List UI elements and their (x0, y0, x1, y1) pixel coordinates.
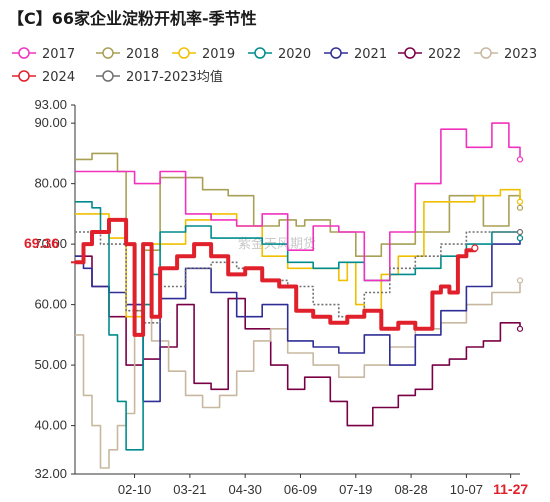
y-tick-label: 80.00 (34, 176, 67, 191)
x-axis-ticks: 02-10 03-21 04-30 06-09 07-19 08-28 10-07 11-27 (118, 474, 528, 497)
legend-label: 2018 (126, 47, 159, 62)
legend-label: 2021 (354, 47, 387, 62)
legend-item-avg[interactable]: 2017-2023均值 (96, 69, 223, 85)
legend-item-2020[interactable]: 2020 (248, 47, 311, 62)
series-group (71, 122, 524, 469)
legend-label: 2023 (504, 47, 537, 62)
series-end-marker-2023 (516, 277, 524, 284)
legend-label: 2022 (428, 47, 461, 62)
legend-item-2024[interactable]: 2024 (12, 70, 75, 85)
x-tick-label: 06-09 (284, 482, 317, 497)
legend-swatch-marker (480, 47, 492, 59)
series-end-marker-2018 (516, 204, 524, 211)
legend-item-2022[interactable]: 2022 (398, 47, 461, 62)
series-line-2017 (75, 122, 521, 282)
legend-swatch-marker (178, 47, 190, 59)
legend-item-2017[interactable]: 2017 (12, 47, 75, 62)
y-axis-ticks: 32.00 40.00 50.00 60.00 70.00 80.00 90.00 93.00 (34, 97, 75, 481)
y-tick-label: 60.00 (34, 297, 67, 312)
y-tick-label: 93.00 (34, 97, 67, 112)
chart-legend: 2017 2018 2019 2020 2021 2022 2023 2024 2017-202… (12, 47, 537, 85)
x-tick-label-highlight: 11-27 (493, 481, 528, 497)
y-tick-label: 32.00 (34, 466, 67, 481)
series-end-marker-2024 (471, 244, 479, 252)
x-tick-label: 08-28 (394, 482, 427, 497)
legend-item-2018[interactable]: 2018 (96, 47, 159, 62)
current-value-label: 69.36 (24, 235, 59, 251)
series-end-marker-2017 (516, 156, 524, 163)
y-tick-label: 70.00 (34, 236, 67, 251)
legend-swatch-marker (254, 47, 266, 59)
legend-label: 2017-2023均值 (126, 69, 223, 85)
series-end-marker-2019 (516, 198, 524, 205)
series-line-2020 (75, 201, 521, 451)
series-end-marker-2020 (516, 234, 524, 242)
legend-swatch-marker (102, 47, 114, 59)
legend-swatch-marker (18, 70, 30, 82)
legend-swatch-marker (102, 70, 114, 82)
x-tick-label: 10-07 (450, 482, 483, 497)
legend-item-2021[interactable]: 2021 (324, 47, 387, 62)
legend-swatch-marker (330, 47, 342, 59)
x-tick-label: 03-21 (173, 482, 206, 497)
legend-label: 2024 (42, 70, 75, 85)
x-tick-label: 02-10 (118, 482, 151, 497)
legend-item-2023[interactable]: 2023 (474, 47, 537, 62)
series-line-2021 (75, 238, 521, 403)
legend-item-2019[interactable]: 2019 (172, 47, 235, 62)
legend-label: 2017 (42, 47, 75, 62)
x-tick-label: 07-19 (339, 482, 372, 497)
series-end-marker-avg (516, 228, 524, 236)
legend-label: 2019 (202, 47, 235, 62)
legend-swatch-marker (404, 47, 416, 59)
y-tick-label: 90.00 (34, 115, 67, 130)
x-tick-label: 04-30 (229, 482, 262, 497)
series-line-2024 (75, 217, 477, 337)
chart-title: 【C】66家企业淀粉开机率-季节性 (8, 9, 257, 28)
y-tick-label: 40.00 (34, 418, 67, 433)
y-tick-label: 50.00 (34, 357, 67, 372)
legend-swatch-marker (18, 47, 30, 59)
legend-label: 2020 (278, 47, 311, 62)
series-end-marker-2022 (516, 325, 524, 332)
